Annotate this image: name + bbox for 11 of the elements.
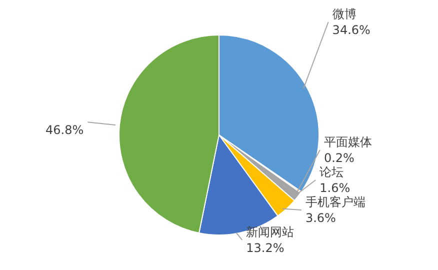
slice-label: 论坛	[320, 165, 344, 179]
data-label: 13.2%	[246, 241, 284, 255]
slice-label: 微博	[332, 7, 356, 21]
data-label: 46.8%	[46, 123, 84, 138]
slice-label: 平面媒体	[324, 135, 372, 149]
data-label: 34.6%	[332, 23, 370, 37]
data-label: 0.2%	[324, 151, 354, 165]
slice-label: 手机客户端	[305, 195, 366, 209]
data-label: 3.6%	[305, 211, 336, 225]
data-label: 1.6%	[320, 181, 350, 195]
slice-label: 新闻网站	[246, 225, 294, 239]
